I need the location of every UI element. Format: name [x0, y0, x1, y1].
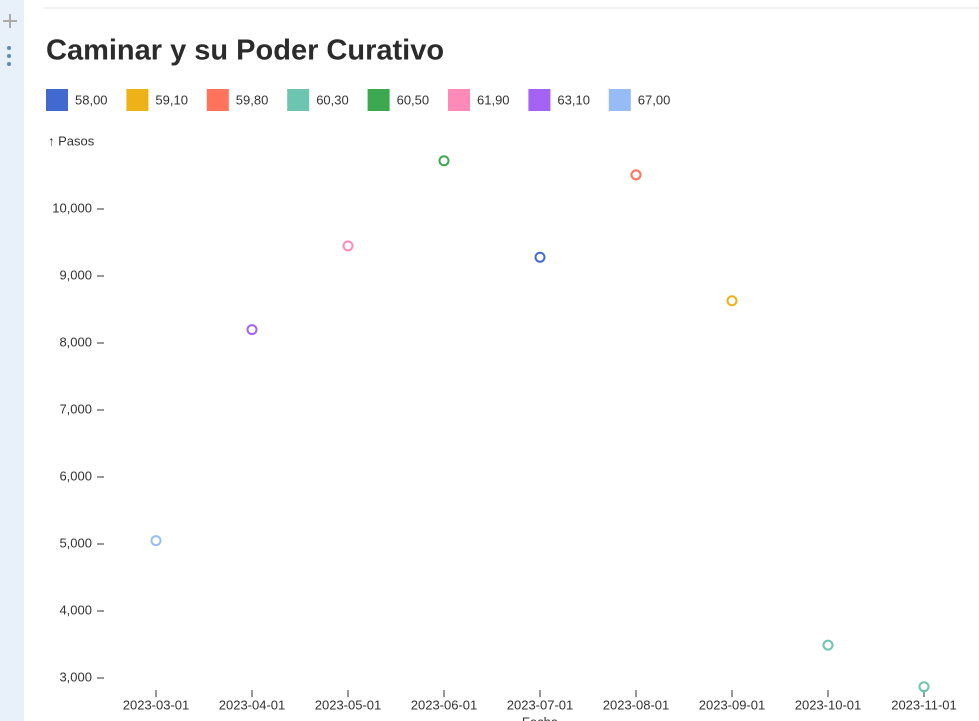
legend-swatch — [608, 89, 631, 111]
y-tick-label: 10,000 — [52, 200, 92, 215]
legend-label: 63,10 — [557, 92, 590, 107]
legend-label: 60,50 — [397, 92, 430, 107]
x-tick-label: 2023-11-01 — [891, 697, 957, 712]
legend-label: 59,80 — [236, 92, 269, 107]
legend-swatch — [126, 89, 149, 111]
x-axis-label: Fecha — [522, 714, 559, 721]
x-tick-label: 2023-07-01 — [507, 697, 574, 712]
point — [246, 324, 258, 336]
chart-title: Caminar y su Poder Curativo — [46, 35, 444, 67]
x-tick-label: 2023-03-01 — [123, 697, 190, 712]
point — [822, 639, 834, 651]
legend-label: 59,10 — [155, 92, 188, 107]
x-tick-label: 2023-08-01 — [603, 697, 670, 712]
legend-label: 60,30 — [316, 92, 349, 107]
legend-label: 58,00 — [75, 92, 108, 107]
point — [150, 535, 162, 547]
legend-swatch — [46, 89, 68, 111]
y-tick-label: 3,000 — [59, 669, 92, 684]
sidebar — [0, 0, 24, 721]
x-tick-label: 2023-06-01 — [411, 697, 478, 712]
y-axis-label: ↑ Pasos — [48, 133, 95, 148]
y-tick-label: 4,000 — [59, 602, 92, 617]
legend-swatch — [287, 89, 310, 111]
legend-swatch — [448, 89, 470, 111]
y-tick-label: 7,000 — [59, 401, 92, 416]
point — [630, 169, 642, 181]
legend-label: 67,00 — [638, 92, 671, 107]
y-tick-label: 9,000 — [59, 267, 92, 282]
legend-swatch — [206, 89, 229, 111]
point — [438, 155, 450, 167]
x-tick-label: 2023-09-01 — [699, 697, 766, 712]
y-tick-label: 6,000 — [59, 468, 92, 483]
legend-swatch — [367, 89, 390, 111]
y-tick-label: 5,000 — [59, 535, 92, 550]
point — [342, 240, 354, 252]
y-tick-label: 8,000 — [59, 334, 92, 349]
legend-swatch — [528, 89, 551, 111]
x-tick-label: 2023-04-01 — [219, 697, 286, 712]
x-tick-label: 2023-10-01 — [795, 697, 862, 712]
add-button[interactable] — [3, 14, 17, 28]
point — [918, 681, 930, 693]
point — [726, 295, 738, 307]
legend-label: 61,90 — [477, 92, 510, 107]
point — [534, 251, 546, 263]
x-tick-label: 2023-05-01 — [315, 697, 382, 712]
menu-dots[interactable] — [7, 46, 11, 66]
